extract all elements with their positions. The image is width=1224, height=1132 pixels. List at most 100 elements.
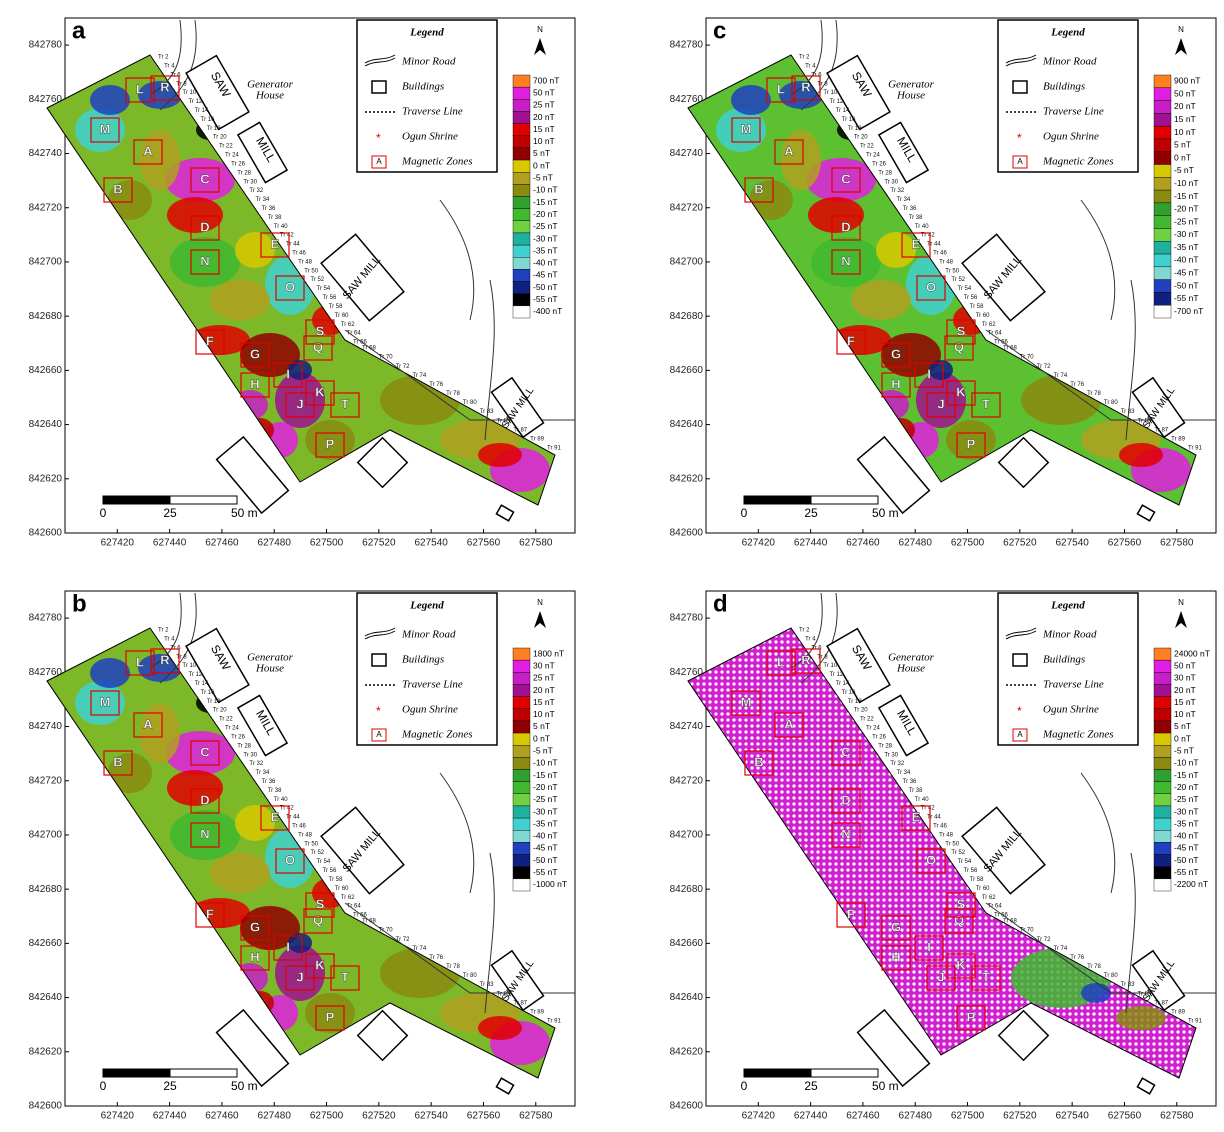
legend-zone-key: A [1017, 157, 1023, 166]
traverse-label: Tr 34 [897, 197, 911, 203]
traverse-label: Tr 48 [939, 832, 953, 838]
traverse-label: Tr 34 [256, 770, 270, 776]
x-tick-label: 627500 [951, 1111, 985, 1122]
scale-label: 20 nT [533, 685, 555, 695]
scale-swatch [513, 867, 530, 879]
scale-label: -45 nT [533, 843, 558, 853]
scale-bar-label: 0 [741, 1079, 748, 1093]
scale-label: -45 nT [1174, 843, 1199, 853]
traverse-label: Tr 78 [1087, 391, 1101, 397]
traverse-label: Tr 4 [805, 63, 816, 69]
traverse-label: Tr 78 [446, 964, 460, 970]
scale-label: -40 nT [1174, 255, 1199, 265]
traverse-label: Tr 38 [268, 788, 282, 794]
traverse-label: Tr 24 [225, 153, 239, 159]
x-tick-label: 627440 [794, 1111, 828, 1122]
scale-label: -10 nT [1174, 178, 1199, 188]
scale-label: -15 nT [1174, 191, 1199, 201]
traverse-label: Tr 70 [1020, 928, 1034, 934]
zone-label: O [285, 279, 295, 294]
site-label: House [896, 90, 925, 102]
traverse-label: Tr 36 [262, 779, 276, 785]
traverse-label: Tr 58 [329, 877, 343, 883]
scale-label: 10 nT [1174, 709, 1196, 719]
traverse-label: Tr 44 [286, 815, 300, 821]
x-tick-label: 627540 [1055, 538, 1089, 549]
traverse-label: Tr 74 [412, 946, 426, 952]
scale-label: -15 nT [1174, 770, 1199, 780]
scale-label: -30 nT [1174, 229, 1199, 239]
scale-swatch [1154, 842, 1171, 854]
traverse-label: Tr 70 [379, 355, 393, 361]
traverse-label: Tr 8 [817, 654, 828, 660]
traverse-label: Tr 28 [878, 743, 892, 749]
scale-label: -45 nT [533, 270, 558, 280]
scale-swatch [513, 245, 530, 257]
traverse-label: Tr 22 [219, 717, 233, 723]
traverse-label: Tr 30 [243, 752, 257, 758]
scale-label: -50 nT [1174, 855, 1199, 865]
y-tick-label: 842700 [29, 257, 63, 268]
y-tick-label: 842720 [29, 775, 63, 786]
traverse-label: Tr 10 [823, 663, 837, 669]
legend-item: Buildings [402, 81, 444, 93]
scale-bar-white [811, 1069, 878, 1077]
scale-swatch [513, 672, 530, 684]
traverse-label: Tr 58 [329, 304, 343, 310]
traverse-label: Tr 48 [939, 259, 953, 265]
scale-swatch [1154, 113, 1171, 126]
zone-label: L [136, 81, 144, 96]
scale-swatch [513, 172, 530, 184]
x-tick-label: 627480 [258, 1111, 292, 1122]
traverse-label: Tr 46 [292, 824, 306, 830]
zone-label: C [200, 744, 210, 759]
x-tick-label: 627440 [153, 1111, 187, 1122]
x-tick-label: 627560 [1108, 1111, 1142, 1122]
scale-label: 15 nT [1174, 114, 1196, 124]
traverse-label: Tr 60 [976, 886, 990, 892]
anomaly [235, 805, 275, 841]
traverse-label: Tr 32 [249, 761, 263, 767]
x-tick-label: 627500 [951, 538, 985, 549]
zone-label: S [316, 896, 325, 911]
scale-swatch [1154, 280, 1171, 293]
traverse-label: Tr 52 [310, 277, 324, 283]
zone-label: M [741, 121, 752, 136]
scale-label: 24000 nT [1174, 648, 1210, 658]
traverse-label: Tr 78 [1087, 964, 1101, 970]
traverse-label: Tr 24 [225, 726, 239, 732]
scale-swatch [513, 111, 530, 123]
legend-item: Minor Road [401, 629, 456, 641]
scale-label: 20 nT [1174, 685, 1196, 695]
y-tick-label: 842780 [670, 613, 704, 624]
zone-label: A [143, 143, 153, 158]
traverse-label: Tr 83 [480, 409, 494, 415]
scale-swatch [1154, 709, 1171, 721]
scale-swatch [1154, 126, 1171, 139]
x-tick-label: 627580 [519, 538, 553, 549]
traverse-label: Tr 8 [176, 81, 187, 87]
scale-label: -35 nT [533, 818, 558, 828]
scale-label: -5 nT [533, 173, 553, 183]
scale-swatch [1154, 672, 1171, 684]
traverse-label: Tr 28 [878, 170, 892, 176]
traverse-label: Tr 44 [927, 242, 941, 248]
scale-label: -55 nT [1174, 293, 1199, 303]
anomaly [140, 703, 180, 763]
legend-item: Traverse Line [1043, 106, 1104, 118]
scale-label: -30 nT [533, 233, 558, 243]
y-tick-label: 842620 [29, 473, 63, 484]
x-tick-label: 627420 [101, 1111, 135, 1122]
scale-swatch [513, 269, 530, 281]
traverse-label: Tr 42 [280, 233, 294, 239]
traverse-label: Tr 91 [547, 1019, 561, 1025]
scale-label: 20 nT [1174, 101, 1196, 111]
scale-label: -35 nT [1174, 242, 1199, 252]
scale-swatch [513, 745, 530, 757]
zone-label: J [296, 396, 303, 411]
y-tick-label: 842600 [29, 528, 63, 539]
x-tick-label: 627440 [794, 538, 828, 549]
traverse-label: Tr 87 [1154, 427, 1168, 433]
scale-swatch [513, 709, 530, 721]
x-tick-label: 627540 [414, 538, 448, 549]
